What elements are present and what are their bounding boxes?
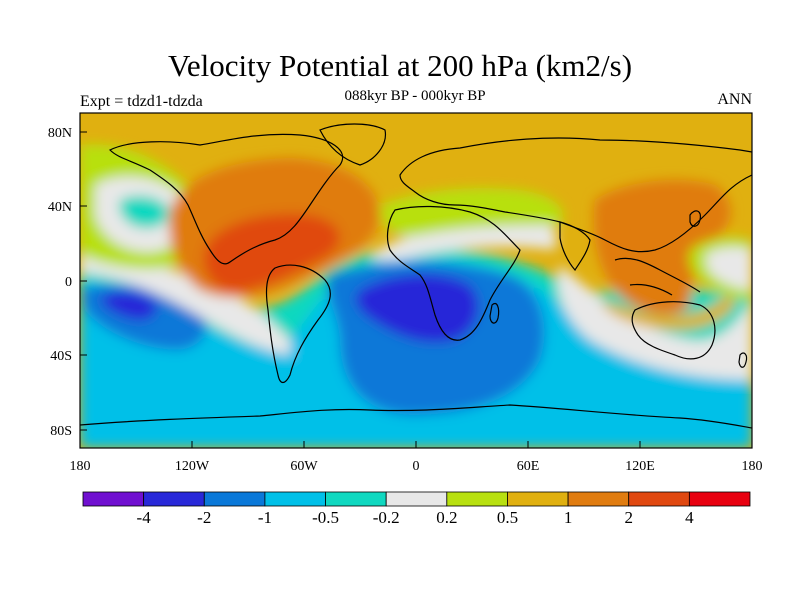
contour-zero-east-pacific: [705, 246, 752, 290]
x-axis-labels: 180 120W 60W 0 60E 120E 180: [70, 459, 763, 474]
coastline-greenland: [319, 123, 387, 166]
y-tick-label: 40S: [50, 349, 72, 364]
colorbar-swatch: [385, 491, 448, 507]
colorbar-label: -4: [137, 508, 152, 527]
coastline-australia: [631, 301, 716, 360]
colorbar-label: -1: [258, 508, 272, 527]
colorbar-label: -0.5: [312, 508, 339, 527]
colorbar-swatch: [203, 491, 266, 507]
colorbar-label: 4: [685, 508, 694, 527]
colorbar-swatch: [507, 491, 569, 507]
coastline-europe-asia: [399, 137, 752, 253]
x-tick-label: 180: [742, 459, 763, 474]
coastline-africa: [386, 205, 521, 341]
coastline-southeast-asia-islands: [614, 257, 701, 296]
coastline-south-america: [265, 264, 331, 384]
coastline-north-america: [108, 133, 344, 265]
coastlines: [80, 123, 752, 429]
y-axis-labels: 80N 40N 0 40S 80S: [48, 126, 72, 439]
y-tick-label: 80S: [50, 424, 72, 439]
coastline-antarctica: [80, 404, 752, 429]
colorbar-swatch: [325, 491, 387, 507]
colorbar-label: 0.5: [497, 508, 518, 527]
contour-zero-band-west: [80, 245, 290, 355]
colorbar-swatch: [688, 491, 751, 507]
plot-subtitle: 088kyr BP - 000kyr BP: [344, 88, 486, 104]
coastline-indian-subcontinent: [559, 221, 591, 272]
colorbar-swatch: [82, 491, 145, 507]
y-tick-label: 0: [65, 275, 72, 290]
contour-min-south-pacific: [100, 291, 158, 321]
x-tick-label: 60W: [290, 459, 318, 474]
colorbar-label: 2: [624, 508, 633, 527]
contour-min-africa: [355, 274, 479, 343]
plot-title: Velocity Potential at 200 hPa (km2/s): [167, 48, 633, 83]
tick-marks: [79, 131, 753, 448]
contour-field: [80, 113, 752, 448]
x-tick-label: 180: [70, 459, 91, 474]
colorbar-swatch: [567, 491, 630, 507]
y-tick-label: 80N: [48, 126, 72, 141]
contour-min-north-pacific: [119, 195, 169, 229]
contour-zero-band-east: [557, 265, 752, 380]
colorbar-label: 1: [564, 508, 573, 527]
colorbar-swatch: [628, 491, 690, 507]
colorbar-label: 0.2: [436, 508, 457, 527]
coastline-new-zealand: [738, 352, 748, 368]
experiment-label: Expt = tdzd1-tdzda: [80, 93, 203, 110]
colorbar-label: -0.2: [373, 508, 400, 527]
contour-max-americas: [203, 214, 340, 292]
colorbar-label: -2: [197, 508, 211, 527]
coastline-japan: [689, 210, 701, 227]
colorbar-swatch: [446, 491, 508, 507]
y-tick-label: 40N: [48, 200, 72, 215]
colorbar: [82, 491, 751, 507]
colorbar-swatch: [143, 491, 205, 507]
season-label: ANN: [717, 91, 752, 108]
colorbar-swatch: [264, 491, 326, 507]
x-tick-label: 120W: [175, 459, 210, 474]
x-tick-label: 0: [413, 459, 420, 474]
x-tick-label: 60E: [517, 459, 540, 474]
x-tick-label: 120E: [625, 459, 655, 474]
coastline-madagascar: [489, 302, 500, 324]
contour-region-asia-yellow-lower: [600, 290, 735, 330]
contour-zero-band-atlantic: [370, 215, 557, 261]
colorbar-labels: -4 -2 -1 -0.5 -0.2 0.2 0.5 1 2 4: [137, 508, 695, 527]
